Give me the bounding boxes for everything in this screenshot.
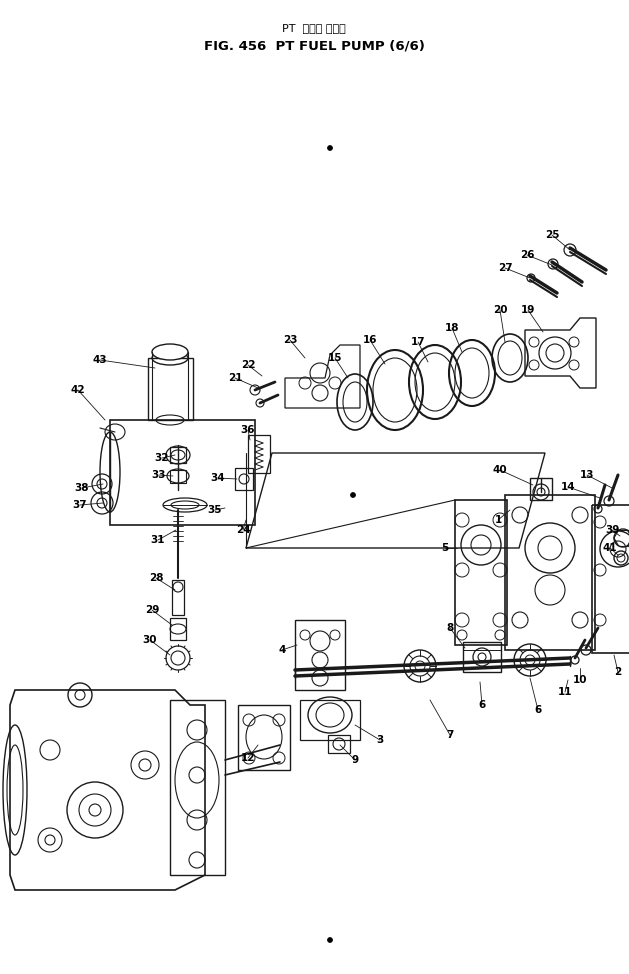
Text: 43: 43 (92, 355, 108, 365)
Text: 41: 41 (603, 543, 617, 553)
Bar (295, 620, 345, 690)
Text: 2: 2 (615, 667, 621, 677)
Text: 4: 4 (278, 645, 286, 655)
Text: 14: 14 (560, 482, 576, 492)
Bar (455, 500, 507, 645)
Text: 36: 36 (241, 425, 255, 435)
Text: 31: 31 (151, 535, 165, 545)
Text: 13: 13 (580, 470, 594, 480)
Text: 17: 17 (411, 337, 425, 347)
Text: 10: 10 (573, 675, 587, 685)
Text: 16: 16 (363, 335, 377, 345)
Text: 38: 38 (75, 483, 89, 493)
Text: 21: 21 (228, 373, 242, 383)
Text: 25: 25 (545, 230, 559, 240)
Text: 29: 29 (145, 605, 159, 615)
Text: 1: 1 (494, 515, 501, 525)
Circle shape (328, 145, 333, 151)
Bar (248, 435, 270, 473)
Bar (235, 468, 253, 490)
Bar (530, 478, 552, 500)
Text: 22: 22 (241, 360, 255, 370)
Bar (505, 495, 595, 650)
Text: 3: 3 (376, 735, 384, 745)
Text: 11: 11 (558, 687, 572, 697)
Text: 34: 34 (211, 473, 225, 483)
Text: 42: 42 (70, 385, 86, 395)
Text: PT  フェル ポンプ: PT フェル ポンプ (282, 23, 346, 33)
Text: 6: 6 (479, 700, 486, 710)
Bar (463, 642, 501, 672)
Bar (148, 358, 193, 420)
Circle shape (328, 938, 333, 943)
Text: 8: 8 (447, 623, 454, 633)
Text: 30: 30 (143, 635, 157, 645)
Bar (170, 447, 186, 463)
Text: 12: 12 (241, 753, 255, 763)
Ellipse shape (152, 344, 188, 360)
Bar (238, 705, 290, 770)
Bar (170, 470, 186, 483)
Text: 19: 19 (521, 305, 535, 315)
Text: 40: 40 (493, 465, 508, 475)
Text: 32: 32 (155, 453, 169, 463)
Bar (172, 580, 184, 615)
Text: 33: 33 (152, 470, 166, 480)
Bar (300, 700, 360, 740)
Text: 23: 23 (283, 335, 298, 345)
Text: 28: 28 (148, 573, 164, 583)
Bar (592, 505, 629, 653)
Circle shape (350, 493, 355, 498)
Text: FIG. 456  PT FUEL PUMP (6/6): FIG. 456 PT FUEL PUMP (6/6) (204, 40, 425, 53)
Text: 20: 20 (493, 305, 507, 315)
Text: 24: 24 (236, 525, 250, 535)
Text: 35: 35 (208, 505, 222, 515)
Bar (170, 618, 186, 640)
Text: 37: 37 (73, 500, 87, 510)
Text: 5: 5 (442, 543, 448, 553)
Text: 7: 7 (447, 730, 454, 740)
Bar (328, 735, 350, 753)
Text: 18: 18 (445, 323, 459, 333)
Bar (110, 420, 255, 525)
Text: 27: 27 (498, 263, 512, 273)
Text: 39: 39 (605, 525, 619, 535)
Text: 26: 26 (520, 250, 534, 260)
Text: 15: 15 (328, 353, 342, 363)
Text: 9: 9 (352, 755, 359, 765)
Text: 6: 6 (535, 705, 542, 715)
Bar (170, 700, 225, 875)
